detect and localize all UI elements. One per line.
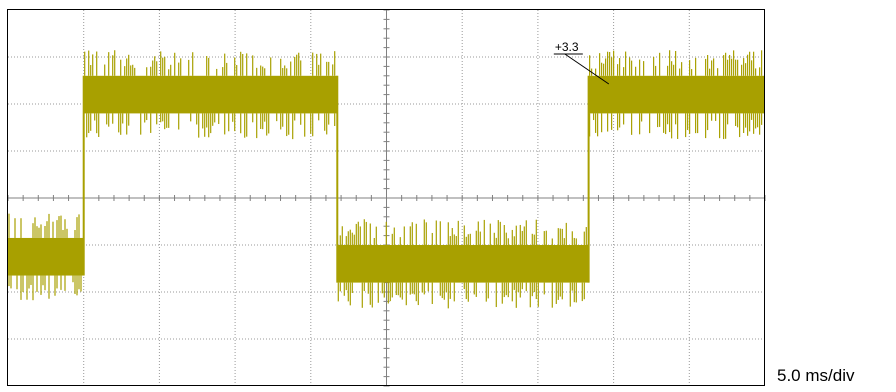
- voltage-annotation: +3.3: [553, 40, 610, 85]
- screen-border: [7, 9, 765, 386]
- annotation-label: +3.3: [555, 40, 579, 54]
- signal-trace: [8, 50, 765, 309]
- annotation-leader-line: [564, 53, 610, 85]
- oscilloscope-screen: +3.3: [7, 9, 766, 387]
- trace-band: [337, 245, 589, 283]
- trace-band: [8, 237, 84, 276]
- timebase-label: 5.0 ms/div: [777, 366, 855, 385]
- trace-band: [588, 75, 765, 114]
- trace-band: [83, 75, 338, 114]
- grid: [7, 9, 766, 387]
